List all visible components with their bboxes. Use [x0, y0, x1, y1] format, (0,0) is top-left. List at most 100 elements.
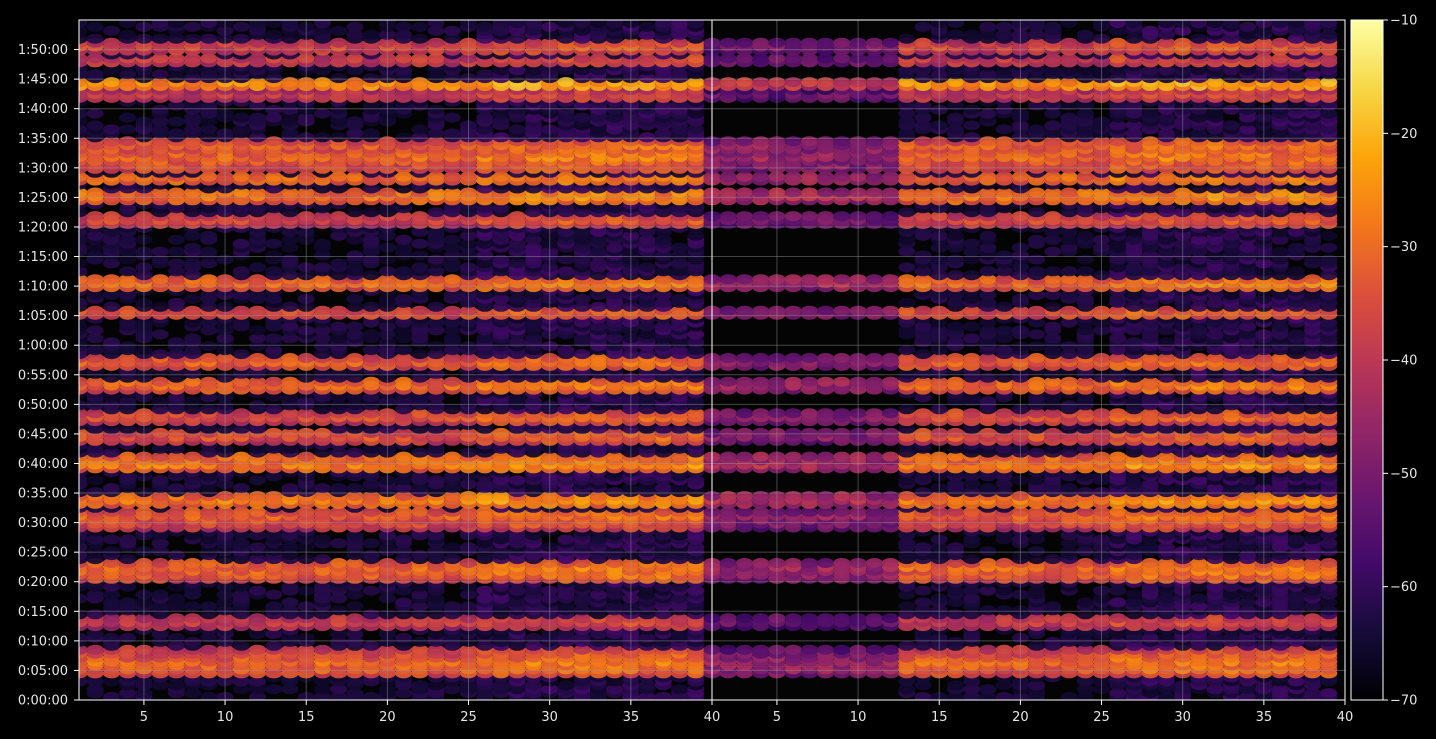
- heatmap-cell: [151, 124, 169, 135]
- heatmap-cell: [119, 632, 137, 643]
- heatmap-cell: [281, 376, 299, 387]
- heatmap-cell: [492, 254, 510, 265]
- heatmap-cell: [184, 368, 202, 379]
- heatmap-cell: [492, 132, 510, 143]
- heatmap-cell: [330, 132, 348, 143]
- heatmap-cell: [79, 242, 88, 253]
- heatmap-cell: [232, 408, 250, 419]
- heatmap-cell: [167, 392, 185, 403]
- heatmap-cell: [151, 443, 169, 454]
- heatmap-cell: [232, 238, 250, 249]
- heatmap-cell: [119, 491, 137, 501]
- heatmap-cell: [86, 242, 104, 253]
- heatmap-cell: [86, 211, 104, 222]
- heatmap-cell: [119, 274, 137, 285]
- heatmap-cell: [346, 207, 364, 218]
- heatmap-cell: [184, 112, 202, 123]
- heatmap-cell: [362, 207, 380, 218]
- heatmap-cell: [79, 77, 88, 88]
- heatmap-cell: [232, 33, 250, 44]
- heatmap-cell: [103, 372, 120, 383]
- heatmap-cell: [119, 234, 137, 245]
- heatmap-cell: [86, 33, 104, 44]
- heatmap-cell: [119, 554, 137, 565]
- heatmap-cell: [362, 550, 380, 561]
- heatmap-cell: [184, 293, 202, 304]
- heatmap-cell: [103, 25, 120, 36]
- heatmap-cell: [135, 558, 153, 568]
- heatmap-cell: [167, 128, 185, 139]
- heatmap-cell: [362, 270, 380, 281]
- heatmap-cell: [411, 250, 429, 261]
- heatmap-cell: [184, 317, 202, 328]
- heatmap-cell: [151, 116, 169, 127]
- heatmap-cell: [427, 254, 445, 265]
- heatmap-cell: [200, 33, 218, 44]
- heatmap-cell: [79, 274, 88, 285]
- heatmap-cell: [411, 211, 429, 222]
- heatmap-cell: [79, 609, 88, 620]
- heatmap-cell: [346, 321, 364, 332]
- heatmap-cell: [492, 427, 510, 438]
- heatmap-cell: [79, 427, 88, 438]
- heatmap-cell: [265, 104, 283, 115]
- heatmap-cell: [476, 585, 494, 596]
- heatmap-cell: [151, 349, 169, 360]
- heatmap-cell: [184, 530, 202, 541]
- heatmap-cell: [79, 33, 88, 44]
- heatmap-cell: [395, 345, 413, 356]
- heatmap-cell: [557, 345, 575, 356]
- heatmap-cell: [79, 376, 88, 387]
- heatmap-cell: [411, 33, 429, 44]
- heatmap-cell: [79, 408, 88, 419]
- heatmap-cell: [330, 558, 348, 568]
- heatmap-cell: [86, 629, 104, 639]
- heatmap-cell: [427, 104, 445, 115]
- heatmap-cell: [395, 597, 413, 608]
- heatmap-cell: [184, 187, 202, 198]
- heatmap-cell: [476, 21, 494, 32]
- heatmap-cell: [557, 534, 575, 545]
- heatmap-cell: [265, 376, 283, 387]
- heatmap-cell: [167, 297, 185, 308]
- heatmap-cell: [79, 644, 88, 655]
- heatmap-cell: [200, 353, 218, 363]
- heatmap-cell: [411, 238, 429, 249]
- heatmap-cell: [362, 538, 380, 549]
- heatmap-cell: [135, 21, 153, 32]
- heatmap-cell: [151, 274, 169, 285]
- heatmap-cell: [79, 116, 88, 127]
- heatmap-cell: [119, 290, 137, 300]
- heatmap-cell: [330, 73, 348, 84]
- heatmap-cell: [79, 234, 88, 245]
- heatmap-cell: [103, 676, 120, 687]
- heatmap-cell: [200, 230, 218, 241]
- heatmap-cell: [314, 305, 331, 316]
- heatmap-cell: [249, 475, 266, 486]
- heatmap-cell: [86, 609, 104, 620]
- heatmap-cell: [184, 242, 202, 253]
- heatmap-cell: [330, 25, 348, 36]
- heatmap-cell: [330, 483, 348, 494]
- heatmap-cell: [346, 77, 364, 88]
- heatmap-cell: [314, 427, 331, 438]
- heatmap-cell: [86, 408, 104, 419]
- heatmap-cell: [151, 629, 169, 639]
- heatmap-cell: [135, 234, 153, 245]
- heatmap-cell: [119, 254, 137, 265]
- heatmap-cell: [103, 534, 120, 545]
- heatmap-cell: [119, 688, 137, 699]
- heatmap-cell: [135, 270, 153, 281]
- heatmap-cell: [249, 274, 266, 285]
- heatmap-cell: [184, 230, 202, 241]
- heatmap-cell: [79, 475, 88, 486]
- heatmap-cell: [395, 376, 413, 387]
- heatmap-cell: [151, 558, 169, 568]
- heatmap-cell: [249, 613, 266, 624]
- heatmap-cell: [184, 491, 202, 501]
- heatmap-cell: [79, 632, 88, 643]
- heatmap-cell: [119, 597, 137, 608]
- heatmap-cell: [119, 424, 137, 434]
- heatmap-cell: [167, 680, 185, 691]
